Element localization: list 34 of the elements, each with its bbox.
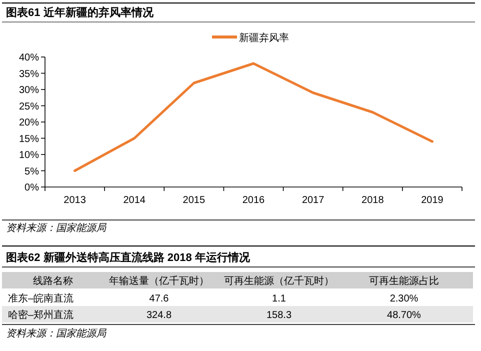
- text: 324.8: [146, 310, 172, 321]
- text: 47.6: [149, 294, 169, 304]
- y-tick-label: 5%: [24, 166, 40, 178]
- y-tick-label: 20%: [18, 118, 40, 128]
- y-tick-label: 35%: [18, 68, 40, 80]
- x-tick-label: 2016: [242, 195, 266, 206]
- y-tick-label: 40%: [18, 52, 40, 64]
- text: 线路名称: [33, 275, 73, 287]
- legend-label: 新疆弃风率: [239, 32, 289, 44]
- category-label: 哈密–郑州直流: [8, 310, 74, 321]
- x-tick-label: 2013: [64, 195, 86, 206]
- y-tick-label: 0%: [24, 182, 40, 194]
- text: 1.1: [272, 294, 286, 304]
- category-label: 准东–皖南直流: [8, 294, 74, 304]
- line-series: [74, 62, 434, 172]
- text: 48.70%: [387, 310, 421, 321]
- text: 2.30%: [390, 294, 418, 304]
- text: 资料来源：国家能源局: [6, 222, 107, 234]
- y-tick-label: 15%: [18, 134, 40, 145]
- x-tick-label: 2015: [182, 195, 206, 206]
- x-tick-label: 2019: [421, 195, 444, 206]
- y-tick-label: 25%: [18, 101, 40, 112]
- y-tick-label: 10%: [18, 150, 40, 161]
- text: 158.3: [266, 310, 292, 321]
- category-label: 可再生能源（亿千瓦时）: [224, 275, 334, 287]
- category-label: 可再生能源占比: [369, 275, 439, 287]
- x-tick-label: 2017: [302, 195, 325, 206]
- text: 资料来源：国家能源局: [6, 328, 107, 340]
- category-label: 年输送量（亿千瓦时）: [109, 275, 209, 287]
- text: 图表62 新疆外送特高压直流线路 2018 年运行情况: [6, 251, 251, 264]
- y-tick-label: 30%: [18, 85, 40, 96]
- x-tick-label: 2018: [362, 195, 384, 206]
- x-tick-label: 2014: [123, 195, 146, 206]
- chart-title: 图表61 近年新疆的弃风率情况: [6, 6, 154, 19]
